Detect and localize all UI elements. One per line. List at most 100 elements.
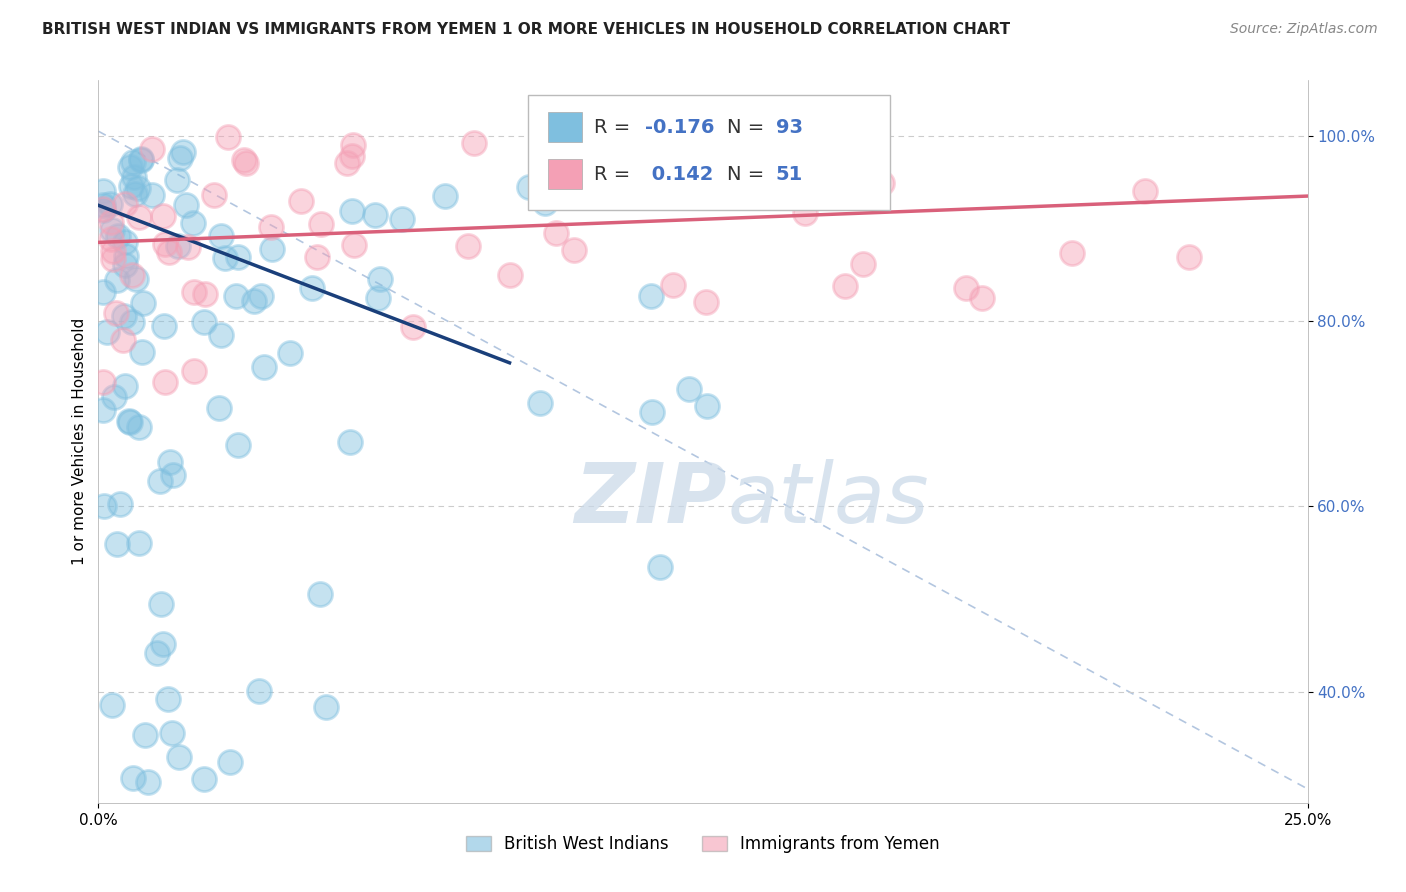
Point xyxy=(609,178,631,192)
FancyBboxPatch shape xyxy=(527,95,890,211)
Point xyxy=(278,346,301,360)
Point xyxy=(309,587,332,601)
Point xyxy=(305,251,328,265)
Point xyxy=(955,281,977,295)
Point xyxy=(662,277,685,292)
Point xyxy=(101,244,124,258)
Point xyxy=(970,291,993,305)
Point xyxy=(128,535,150,549)
Text: 93: 93 xyxy=(776,118,803,136)
Point xyxy=(696,399,718,413)
Point xyxy=(114,258,136,272)
Point xyxy=(457,238,479,252)
Point xyxy=(167,239,190,253)
Point xyxy=(100,215,122,229)
Point xyxy=(153,236,176,251)
Point xyxy=(262,242,284,256)
Point xyxy=(118,414,141,428)
Point xyxy=(112,309,135,323)
Point xyxy=(91,285,114,299)
Point xyxy=(128,210,150,224)
Point xyxy=(1178,250,1201,264)
Point xyxy=(141,188,163,202)
Point xyxy=(301,281,323,295)
Text: 51: 51 xyxy=(776,165,803,184)
Point xyxy=(127,180,149,194)
Point xyxy=(91,203,114,218)
Point xyxy=(96,325,118,339)
Text: atlas: atlas xyxy=(727,458,929,540)
Point xyxy=(120,160,142,174)
Point xyxy=(183,285,205,300)
Point xyxy=(91,202,114,217)
Point xyxy=(153,319,176,334)
Text: -0.176: -0.176 xyxy=(645,118,714,136)
Point xyxy=(91,198,114,212)
Point xyxy=(131,345,153,359)
Point xyxy=(242,294,264,309)
Point xyxy=(101,222,124,236)
Point xyxy=(218,755,240,769)
Point xyxy=(647,165,669,179)
Point xyxy=(193,315,215,329)
Bar xyxy=(548,112,582,143)
Point xyxy=(120,179,142,194)
Point xyxy=(529,396,551,410)
Point xyxy=(128,420,150,434)
Point xyxy=(177,240,200,254)
Point xyxy=(166,173,188,187)
Point xyxy=(172,145,194,159)
Point xyxy=(104,306,127,320)
Point xyxy=(433,189,456,203)
Point xyxy=(107,228,129,243)
Point xyxy=(91,376,114,390)
Point xyxy=(122,155,145,169)
Point xyxy=(121,316,143,330)
Point xyxy=(793,206,815,220)
Point xyxy=(225,289,247,303)
Point xyxy=(208,401,231,415)
Point xyxy=(124,187,146,202)
Point xyxy=(700,182,723,196)
Point xyxy=(118,416,141,430)
Point xyxy=(132,296,155,310)
Point xyxy=(1133,184,1156,198)
Text: Source: ZipAtlas.com: Source: ZipAtlas.com xyxy=(1230,22,1378,37)
Point xyxy=(100,698,122,713)
Point xyxy=(695,294,717,309)
Point xyxy=(343,238,366,252)
Point xyxy=(517,179,540,194)
Point xyxy=(114,235,136,249)
Point xyxy=(233,153,256,167)
Point xyxy=(226,250,249,264)
Point xyxy=(367,291,389,305)
Point xyxy=(125,272,148,286)
Legend: British West Indians, Immigrants from Yemen: British West Indians, Immigrants from Ye… xyxy=(460,828,946,860)
Point xyxy=(202,188,225,202)
Point xyxy=(533,196,555,211)
Text: R =: R = xyxy=(595,165,637,184)
Bar xyxy=(548,159,582,189)
Point xyxy=(169,151,191,165)
Point xyxy=(122,169,145,184)
Point xyxy=(183,364,205,378)
Point xyxy=(167,749,190,764)
Point xyxy=(193,286,215,301)
Point xyxy=(226,438,249,452)
Point xyxy=(98,197,121,211)
Point xyxy=(211,228,233,243)
Point xyxy=(100,232,122,246)
Point xyxy=(253,359,276,374)
Point xyxy=(339,434,361,449)
Point xyxy=(157,245,180,260)
Point xyxy=(112,334,135,348)
Point xyxy=(247,684,270,698)
Point xyxy=(174,198,197,212)
Point xyxy=(159,455,181,469)
Point xyxy=(136,775,159,789)
Point xyxy=(193,772,215,787)
Point xyxy=(554,164,576,178)
Point xyxy=(141,142,163,156)
Text: R =: R = xyxy=(595,118,637,136)
Point xyxy=(562,243,585,257)
